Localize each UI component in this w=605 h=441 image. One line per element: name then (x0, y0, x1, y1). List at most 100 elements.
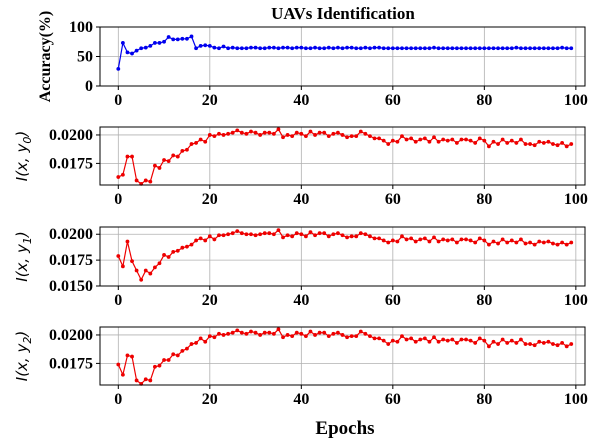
data-point (276, 46, 281, 51)
data-point (226, 331, 231, 336)
data-point (477, 46, 482, 51)
data-point (326, 334, 331, 338)
data-point (519, 337, 523, 342)
data-point (560, 141, 565, 145)
data-point (249, 45, 253, 50)
data-point (564, 144, 569, 149)
data-point (230, 45, 235, 50)
data-point (304, 234, 308, 239)
data-point (345, 235, 349, 240)
data-point (157, 41, 162, 45)
data-point (175, 353, 180, 358)
data-point (180, 348, 185, 353)
data-point (509, 138, 514, 143)
data-point (546, 339, 551, 344)
data-point (249, 329, 253, 334)
data-point (377, 236, 381, 241)
data-point (454, 141, 459, 145)
data-point (244, 232, 249, 237)
data-point (514, 240, 519, 245)
data-point (450, 237, 455, 242)
data-point (235, 46, 240, 51)
data-point (207, 43, 212, 48)
data-point (509, 46, 514, 51)
data-point (459, 337, 464, 342)
data-point (239, 231, 244, 236)
data-point (322, 231, 327, 236)
data-point (171, 352, 176, 357)
data-point (166, 35, 171, 39)
data-point (390, 238, 395, 243)
data-point (551, 142, 555, 146)
data-point (267, 45, 272, 50)
data-point (546, 46, 551, 51)
x-tick-label: 60 (385, 292, 401, 309)
data-point (487, 46, 491, 51)
data-point (189, 142, 194, 146)
data-point (390, 138, 395, 143)
chart-panel-1: 0 20 40 60 80 100 0.0175 0.0200 I(x, y0) (13, 126, 588, 208)
data-point (281, 235, 285, 240)
data-point (294, 130, 299, 135)
data-point (157, 363, 162, 368)
x-tick-label: 80 (476, 391, 492, 408)
data-point (244, 331, 249, 336)
data-point (157, 261, 162, 266)
data-point (551, 46, 555, 51)
data-point (528, 240, 532, 245)
data-point (528, 142, 532, 146)
data-point (304, 46, 308, 51)
data-point (175, 248, 180, 253)
data-point (281, 135, 285, 140)
data-point (125, 353, 130, 358)
data-point (313, 133, 317, 137)
data-point (473, 341, 478, 345)
data-point (267, 330, 272, 335)
data-point (422, 236, 427, 241)
data-point (418, 237, 423, 242)
data-point (281, 335, 285, 340)
data-point (555, 143, 560, 148)
data-point (505, 341, 510, 345)
data-point (381, 138, 386, 143)
data-point (217, 46, 221, 51)
data-point (528, 342, 532, 346)
data-point (569, 342, 574, 346)
data-point (217, 131, 221, 136)
data-point (468, 238, 473, 243)
data-point (294, 45, 299, 50)
data-point (404, 237, 409, 242)
data-point (185, 346, 189, 351)
data-point (491, 139, 496, 144)
x-tick-label: 60 (385, 92, 401, 109)
data-point (377, 336, 381, 341)
data-point (262, 46, 267, 51)
data-point (445, 238, 450, 243)
data-point (212, 134, 217, 139)
data-point (358, 231, 363, 236)
data-point (235, 128, 240, 133)
data-point (523, 342, 528, 346)
y-tick-label: 0.0175 (49, 252, 93, 269)
data-point (258, 46, 263, 51)
data-point (381, 46, 386, 51)
data-point (537, 46, 542, 51)
data-point (221, 333, 226, 337)
data-point (500, 337, 505, 342)
x-tick-label: 100 (564, 292, 588, 309)
data-point (432, 135, 436, 140)
data-point (267, 231, 272, 236)
data-point (226, 232, 231, 237)
data-point (564, 242, 569, 247)
data-point (523, 142, 528, 146)
data-point (427, 139, 432, 144)
data-point (381, 338, 386, 343)
data-point (189, 34, 194, 39)
data-point (180, 36, 185, 41)
data-point (143, 178, 148, 183)
y-tick-label: 0 (85, 78, 93, 95)
data-point (505, 46, 510, 51)
data-point (207, 334, 212, 338)
data-point (482, 46, 487, 51)
x-tick-label: 40 (293, 92, 309, 109)
